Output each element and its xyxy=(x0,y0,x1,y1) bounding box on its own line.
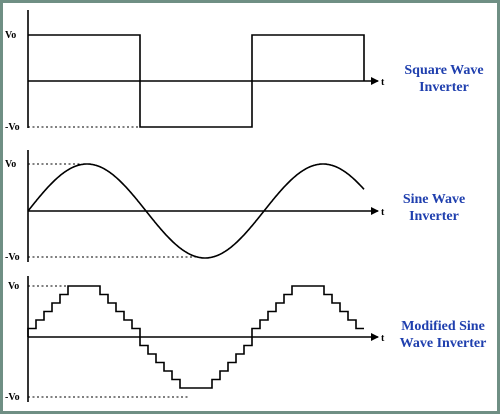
square-title-line-1: Square Wave xyxy=(404,63,483,78)
modified-title-line-1: Modified Sine xyxy=(401,319,485,334)
modified-sine-panel: Vo -Vo t Modified Sine Wave Inverter xyxy=(5,276,486,403)
square-wave-panel: Vo -Vo t Square Wave Inverter xyxy=(5,10,484,133)
sine-title-line-1: Sine Wave xyxy=(403,192,465,207)
square-vo-label: Vo xyxy=(5,30,16,41)
sine-wave-line xyxy=(27,163,365,259)
modified-neg-vo-label: -Vo xyxy=(5,392,20,403)
square-t-label: t xyxy=(381,77,385,88)
square-neg-vo-label: -Vo xyxy=(5,122,20,133)
sine-neg-vo-label: -Vo xyxy=(5,252,20,263)
sine-title-line-2: Inverter xyxy=(409,209,459,224)
modified-sine-wave-line xyxy=(27,285,364,389)
sine-vo-label: Vo xyxy=(5,159,16,170)
sine-wave-panel: Vo -Vo t Sine Wave Inverter xyxy=(5,150,465,263)
square-wave-line xyxy=(28,34,365,128)
modified-title-line-2: Wave Inverter xyxy=(400,336,487,351)
sine-t-label: t xyxy=(381,207,385,218)
modified-t-label: t xyxy=(381,333,385,344)
modified-vo-label: Vo xyxy=(8,281,19,292)
square-title-line-2: Inverter xyxy=(419,80,469,95)
